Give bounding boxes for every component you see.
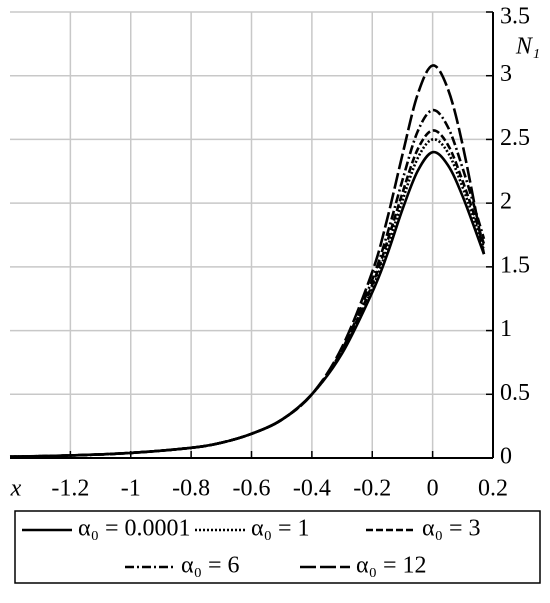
y-tick-label: 0 <box>500 444 512 470</box>
y-tick-label: 1.5 <box>500 252 530 278</box>
series-line <box>9 129 486 459</box>
x-tick-label: -0.8 <box>172 476 210 502</box>
y-axis-label: N₁ <box>515 34 540 60</box>
x-tick-label: -1.2 <box>51 476 89 502</box>
x-axis-label: x <box>10 476 22 502</box>
legend-label: α₀ = 6 <box>181 553 239 579</box>
series-line <box>9 64 486 459</box>
x-tick-label: 0 <box>427 476 439 502</box>
y-tick-label: 3.5 <box>500 4 530 30</box>
y-tick-label: 3 <box>500 61 512 87</box>
x-tick-label: 0.2 <box>478 476 508 502</box>
series-line <box>9 138 486 459</box>
legend-label: α₀ = 0.0001 <box>78 516 190 542</box>
legend-label: α₀ = 1 <box>251 516 309 542</box>
x-tick-label: -1 <box>121 476 141 502</box>
x-tick-label: -0.2 <box>353 476 391 502</box>
x-tick-label: -0.4 <box>293 476 331 502</box>
y-tick-label: 2 <box>500 189 512 215</box>
legend-label: α₀ = 3 <box>422 516 480 542</box>
y-tick-label: 2.5 <box>500 125 530 151</box>
series-line <box>9 150 486 459</box>
y-tick-label: 1 <box>500 316 512 342</box>
x-tick-label: -0.6 <box>233 476 271 502</box>
legend-box <box>14 510 541 584</box>
legend-label: α₀ = 12 <box>356 553 426 579</box>
y-tick-label: 0.5 <box>500 380 530 406</box>
